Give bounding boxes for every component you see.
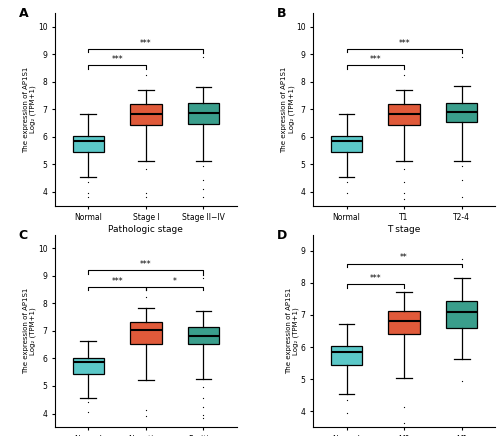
Text: ***: ***: [112, 277, 123, 286]
PathPatch shape: [188, 327, 220, 344]
Text: B: B: [277, 7, 286, 20]
PathPatch shape: [330, 346, 362, 364]
PathPatch shape: [330, 136, 362, 152]
Text: **: **: [400, 253, 408, 262]
Y-axis label: The expression of AP1S1
Log₂ (TPM+1): The expression of AP1S1 Log₂ (TPM+1): [281, 66, 294, 153]
PathPatch shape: [388, 311, 420, 334]
Legend: Normal, Stage I, Stage II−IV: Normal, Stage I, Stage II−IV: [100, 278, 192, 291]
Text: ***: ***: [398, 39, 410, 48]
Text: ***: ***: [370, 274, 381, 283]
PathPatch shape: [130, 322, 162, 344]
Text: A: A: [18, 7, 28, 20]
Text: D: D: [277, 229, 287, 242]
Y-axis label: The expression of AP1S1
Log₂ (TPM+1): The expression of AP1S1 Log₂ (TPM+1): [23, 66, 36, 153]
PathPatch shape: [388, 105, 420, 125]
PathPatch shape: [130, 105, 162, 125]
Text: ***: ***: [140, 39, 151, 48]
Text: ***: ***: [370, 55, 381, 64]
Text: ***: ***: [112, 55, 123, 64]
X-axis label: T stage: T stage: [388, 225, 421, 234]
Text: ***: ***: [140, 260, 151, 269]
PathPatch shape: [72, 136, 104, 152]
PathPatch shape: [446, 301, 478, 328]
Legend: Normal, T1, T2-4: Normal, T1, T2-4: [373, 278, 435, 291]
PathPatch shape: [188, 103, 220, 124]
X-axis label: Pathologic stage: Pathologic stage: [108, 225, 184, 234]
Y-axis label: The expression of AP1S1
Log₂ (TPM+1): The expression of AP1S1 Log₂ (TPM+1): [286, 288, 300, 374]
PathPatch shape: [446, 103, 478, 122]
Text: C: C: [18, 229, 28, 242]
Y-axis label: The expression of AP1S1
Log₂ (TPM+1): The expression of AP1S1 Log₂ (TPM+1): [23, 288, 36, 374]
Text: *: *: [172, 277, 176, 286]
PathPatch shape: [72, 358, 104, 374]
